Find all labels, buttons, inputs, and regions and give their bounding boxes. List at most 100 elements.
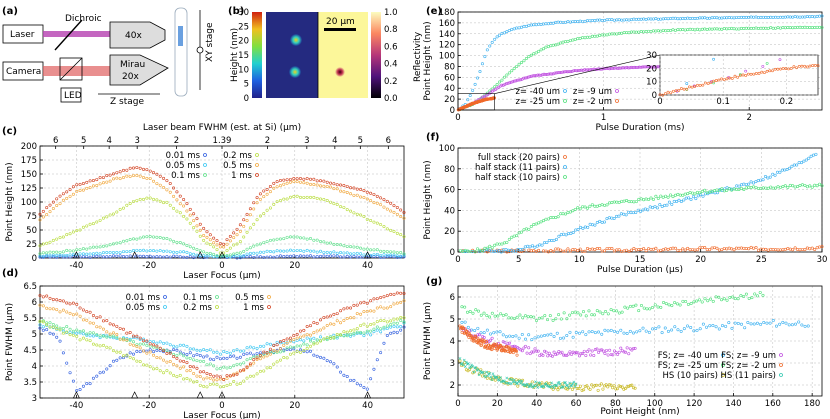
data-point bbox=[55, 298, 59, 302]
data-point bbox=[614, 351, 618, 355]
data-point bbox=[671, 195, 675, 199]
data-point bbox=[514, 345, 518, 349]
data-point bbox=[525, 76, 529, 80]
data-point bbox=[118, 250, 122, 254]
data-point bbox=[505, 376, 509, 380]
data-point bbox=[603, 33, 607, 37]
data-point bbox=[165, 341, 169, 345]
reflectivity-colorbar-tick: 0.6 bbox=[384, 42, 398, 52]
data-point bbox=[185, 356, 189, 360]
data-point bbox=[51, 238, 55, 242]
data-point bbox=[749, 180, 753, 184]
data-point bbox=[75, 183, 79, 187]
data-point bbox=[252, 374, 256, 378]
data-point bbox=[111, 334, 115, 338]
data-point bbox=[295, 177, 299, 181]
data-point bbox=[609, 328, 613, 332]
inset-data-point bbox=[765, 61, 769, 65]
legend-marker bbox=[563, 165, 567, 169]
data-point bbox=[625, 331, 629, 335]
data-point bbox=[698, 327, 702, 331]
data-point bbox=[339, 309, 343, 313]
y-tick-label: 100 bbox=[21, 198, 37, 208]
data-point bbox=[590, 313, 594, 317]
data-point bbox=[473, 334, 477, 338]
data-point bbox=[458, 249, 462, 253]
data-point bbox=[694, 197, 698, 201]
data-point bbox=[218, 375, 222, 379]
data-point bbox=[108, 243, 112, 247]
data-point bbox=[205, 235, 209, 239]
data-point bbox=[555, 384, 559, 387]
data-point bbox=[195, 366, 199, 370]
data-point bbox=[607, 383, 611, 387]
data-point bbox=[552, 334, 556, 338]
data-point bbox=[238, 369, 242, 373]
data-point bbox=[258, 250, 262, 254]
data-point bbox=[365, 197, 369, 201]
data-point bbox=[362, 386, 366, 390]
data-point bbox=[248, 246, 252, 250]
inset-data-point bbox=[749, 72, 753, 76]
data-point bbox=[312, 177, 316, 181]
data-point bbox=[192, 354, 196, 358]
data-point bbox=[693, 192, 697, 196]
data-point bbox=[755, 294, 759, 298]
data-point bbox=[48, 210, 52, 214]
inset-data-point bbox=[792, 65, 796, 69]
data-point bbox=[589, 68, 593, 72]
data-point bbox=[322, 250, 326, 254]
data-point bbox=[695, 328, 699, 332]
data-point bbox=[152, 255, 156, 259]
data-point bbox=[510, 378, 514, 382]
data-point bbox=[556, 247, 560, 251]
data-point bbox=[504, 335, 508, 339]
data-point bbox=[565, 334, 569, 338]
inset-data-point bbox=[685, 82, 689, 85]
data-point bbox=[345, 334, 349, 338]
legend-label: 0.1 ms bbox=[171, 171, 200, 181]
data-point bbox=[329, 335, 333, 339]
data-point bbox=[115, 350, 119, 354]
data-point bbox=[557, 349, 561, 353]
data-point bbox=[570, 387, 574, 391]
data-point bbox=[238, 382, 242, 386]
x-tick-label: 180 bbox=[804, 399, 820, 409]
data-point bbox=[722, 246, 726, 250]
legend-label: 1 ms bbox=[231, 171, 252, 181]
data-point bbox=[813, 25, 817, 29]
data-point bbox=[464, 360, 468, 364]
data-point bbox=[623, 305, 627, 309]
data-point bbox=[185, 202, 189, 206]
data-point bbox=[111, 336, 115, 340]
y-tick-label: 4 bbox=[450, 337, 455, 347]
data-point bbox=[158, 369, 162, 373]
data-point bbox=[691, 16, 695, 20]
data-point bbox=[800, 161, 804, 165]
data-point bbox=[202, 370, 206, 374]
data-point bbox=[514, 79, 518, 83]
camera-label: Camera bbox=[6, 67, 41, 77]
data-point bbox=[639, 248, 643, 252]
data-point bbox=[761, 293, 765, 297]
data-point bbox=[532, 315, 536, 319]
data-point bbox=[135, 248, 139, 252]
data-point bbox=[365, 217, 369, 221]
data-point bbox=[228, 382, 232, 386]
data-point bbox=[499, 312, 503, 316]
data-point bbox=[145, 351, 149, 355]
data-point bbox=[708, 324, 712, 328]
data-point bbox=[809, 154, 813, 158]
data-point bbox=[372, 254, 376, 258]
data-point bbox=[402, 253, 406, 257]
data-point bbox=[108, 364, 112, 368]
data-point bbox=[268, 342, 272, 346]
data-point bbox=[676, 17, 680, 21]
data-point bbox=[788, 26, 792, 30]
data-point bbox=[526, 315, 530, 319]
data-point bbox=[182, 242, 186, 246]
beam-splitter-diagonal bbox=[59, 57, 83, 81]
data-point bbox=[115, 337, 119, 341]
reflectivity-colorbar-ticks: 0.00.20.40.60.81.0 bbox=[384, 8, 398, 104]
data-point bbox=[551, 318, 555, 322]
